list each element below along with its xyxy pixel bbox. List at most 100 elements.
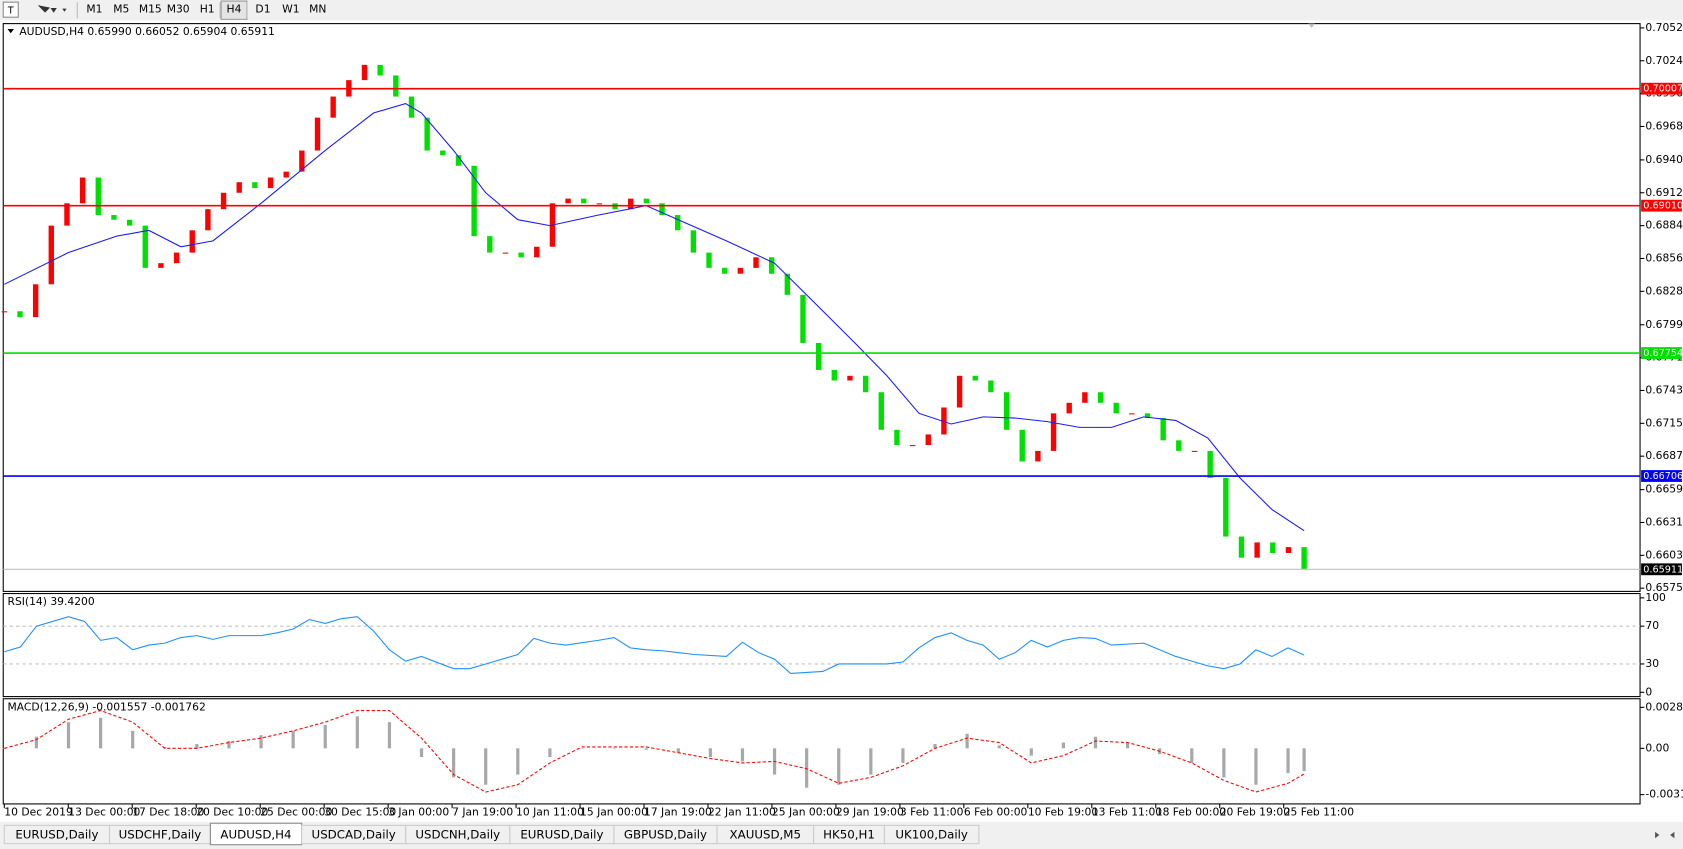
rsi-header: RSI(14) 39.4200 xyxy=(8,595,95,608)
macd-bar xyxy=(901,748,905,763)
macd-header: MACD(12,26,9) -0.001557 -0.001762 xyxy=(8,700,206,713)
text-tool-icon[interactable] xyxy=(2,1,19,18)
candle xyxy=(440,150,446,156)
macd-bar xyxy=(195,743,199,749)
candle xyxy=(675,215,681,231)
timeframe-button[interactable]: D1 xyxy=(255,3,270,16)
candle xyxy=(17,311,23,318)
x-tick-label: 3 Jan 00:00 xyxy=(388,806,449,819)
macd-bar xyxy=(1061,742,1066,749)
macd-bar xyxy=(676,748,680,753)
candle xyxy=(768,257,775,274)
tab-scroll[interactable] xyxy=(1655,831,1675,839)
last-price-line-label: 0.65911 xyxy=(1643,564,1683,575)
timeframe-button[interactable]: M15 xyxy=(139,3,162,16)
candle xyxy=(956,375,963,408)
macd-bar xyxy=(484,748,488,785)
tab-label[interactable]: USDCNH,Daily xyxy=(415,828,500,842)
candle xyxy=(831,369,837,381)
candle xyxy=(988,380,994,393)
shapes-icon[interactable] xyxy=(38,4,57,13)
candle xyxy=(1066,402,1072,414)
candle xyxy=(690,230,697,253)
candle xyxy=(330,96,336,118)
macd-bar xyxy=(1190,748,1194,763)
candle xyxy=(800,294,806,343)
candle xyxy=(1019,429,1025,462)
dropdown-icon[interactable] xyxy=(62,8,67,12)
tab-label[interactable]: USDCHF,Daily xyxy=(119,828,202,842)
tab-label[interactable]: USDCAD,Daily xyxy=(312,828,396,842)
timeframe-button[interactable]: MN xyxy=(309,3,326,16)
tab-label[interactable]: AUDUSD,H4 xyxy=(220,828,291,842)
level-line-box xyxy=(1641,347,1682,359)
macd-bar xyxy=(997,745,1001,749)
macd-bar xyxy=(34,736,39,749)
candle xyxy=(1,311,7,313)
macd-pane xyxy=(2,698,1641,805)
timeframe-button[interactable]: H4 xyxy=(227,3,242,16)
x-tick-label: 17 Jan 19:00 xyxy=(644,806,712,819)
x-tick-label: 25 Jan 00:00 xyxy=(772,806,840,819)
candle xyxy=(502,252,509,254)
tab[interactable] xyxy=(883,824,980,845)
tab-label[interactable]: HK50,H1 xyxy=(823,828,875,842)
y-tick-label: 0.002817 xyxy=(1645,700,1683,713)
x-tick-label: 10 Dec 2019 xyxy=(4,806,73,819)
level-line-label: 0.70007 xyxy=(1643,84,1683,95)
timeframe-button[interactable]: M30 xyxy=(167,3,190,16)
candle xyxy=(189,230,195,253)
timeframe-button[interactable]: W1 xyxy=(282,3,299,16)
x-tick-label: 20 Feb 19:00 xyxy=(1220,806,1291,819)
y-tick-label: 100 xyxy=(1645,591,1666,604)
candle xyxy=(95,177,101,216)
x-tick-label: 25 Dec 00:00 xyxy=(260,806,332,819)
rsi-pane xyxy=(2,593,1641,698)
timeframe-button[interactable]: M1 xyxy=(86,3,102,16)
y-tick-label: 0.67435 xyxy=(1645,383,1683,396)
tab-label[interactable]: EURUSD,Daily xyxy=(520,828,603,842)
macd-bar xyxy=(708,748,712,758)
x-tick-label: 10 Feb 19:00 xyxy=(1028,806,1099,819)
tab-label[interactable]: XAUUSD,M5 xyxy=(730,828,801,842)
text-tool-glyph: T xyxy=(7,6,14,17)
candle xyxy=(847,375,853,381)
level-line-box xyxy=(1641,199,1682,212)
level-line-box xyxy=(1641,470,1682,482)
candle xyxy=(643,198,650,204)
y-tick-label: 0.67155 xyxy=(1645,416,1683,429)
y-tick-label: 0.67995 xyxy=(1645,318,1683,331)
tab-label[interactable]: EURUSD,Daily xyxy=(15,828,98,842)
macd-bar xyxy=(805,748,809,788)
shift-marker xyxy=(1308,23,1315,28)
macd-bar xyxy=(1093,736,1098,749)
macd-bar xyxy=(2,748,6,749)
x-tick-label: 17 Dec 18:00 xyxy=(132,806,204,819)
candle xyxy=(1097,392,1104,403)
candle xyxy=(581,198,587,204)
macd-bar xyxy=(259,735,263,749)
candle xyxy=(925,434,931,446)
candle xyxy=(815,342,822,370)
macd-bar xyxy=(227,741,231,749)
candle xyxy=(1176,440,1182,451)
candle xyxy=(1160,418,1166,441)
timeframe-button[interactable]: H1 xyxy=(200,3,215,16)
candle xyxy=(659,203,665,216)
macd-bar xyxy=(1222,748,1226,778)
macd-bar xyxy=(837,748,841,785)
candle xyxy=(894,429,900,446)
timeframe-button[interactable]: M5 xyxy=(113,3,129,16)
macd-bar xyxy=(1302,748,1306,772)
tab-label[interactable]: UK100,Daily xyxy=(895,828,968,842)
macd-bar xyxy=(869,748,873,775)
tab-label[interactable]: GBPUSD,Daily xyxy=(624,828,707,842)
candle xyxy=(1113,402,1119,414)
candle xyxy=(283,171,289,178)
level-line-label: 0.69010 xyxy=(1643,201,1683,212)
candle xyxy=(267,177,274,189)
y-tick-label: 0.69685 xyxy=(1645,119,1683,132)
candle xyxy=(565,198,571,204)
macd-bar xyxy=(131,730,135,749)
